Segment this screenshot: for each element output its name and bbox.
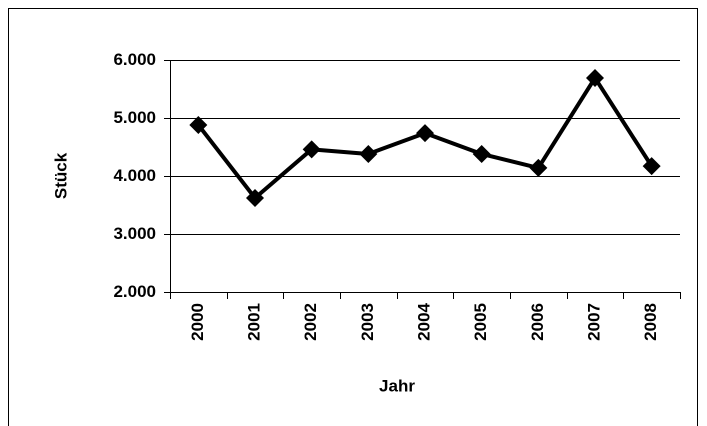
x-tick-label: 2001 <box>244 303 263 341</box>
x-tick-label: 2003 <box>358 303 377 341</box>
chart-border <box>8 8 698 426</box>
x-tick-label: 2006 <box>528 303 547 341</box>
y-tick-label: 3.000 <box>113 224 156 243</box>
data-point <box>586 68 604 87</box>
x-tick-label: 2007 <box>584 303 603 341</box>
y-axis-label: Stück <box>51 152 70 199</box>
y-tick-label: 6.000 <box>113 50 156 69</box>
data-point <box>189 115 208 134</box>
x-tick-label: 2000 <box>188 303 207 341</box>
x-tick-label: 2002 <box>301 303 320 341</box>
y-tick-label: 5.000 <box>113 108 156 127</box>
x-tick-label: 2004 <box>414 302 433 340</box>
data-point <box>416 124 434 143</box>
x-axis-label: Jahr <box>379 376 415 395</box>
x-tick-label: 2008 <box>641 303 660 341</box>
x-tick-label: 2005 <box>471 303 490 341</box>
data-point <box>529 158 548 177</box>
y-tick-label: 4.000 <box>113 166 156 185</box>
data-point <box>246 189 264 208</box>
data-point <box>359 144 378 163</box>
data-point <box>302 140 321 159</box>
data-point <box>472 144 491 163</box>
data-point <box>642 157 661 176</box>
y-tick-label: 2.000 <box>113 282 156 301</box>
